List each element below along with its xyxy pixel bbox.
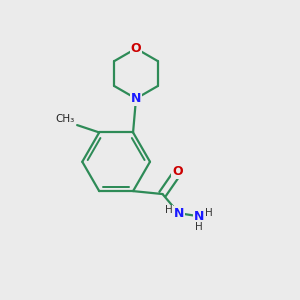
Text: N: N [194, 210, 205, 223]
Text: H: H [195, 222, 203, 232]
Text: O: O [172, 166, 183, 178]
Text: H: H [205, 208, 213, 218]
Text: O: O [131, 42, 141, 55]
Text: CH₃: CH₃ [56, 114, 75, 124]
Text: H: H [164, 205, 172, 215]
Text: N: N [173, 207, 184, 220]
Text: N: N [131, 92, 141, 105]
